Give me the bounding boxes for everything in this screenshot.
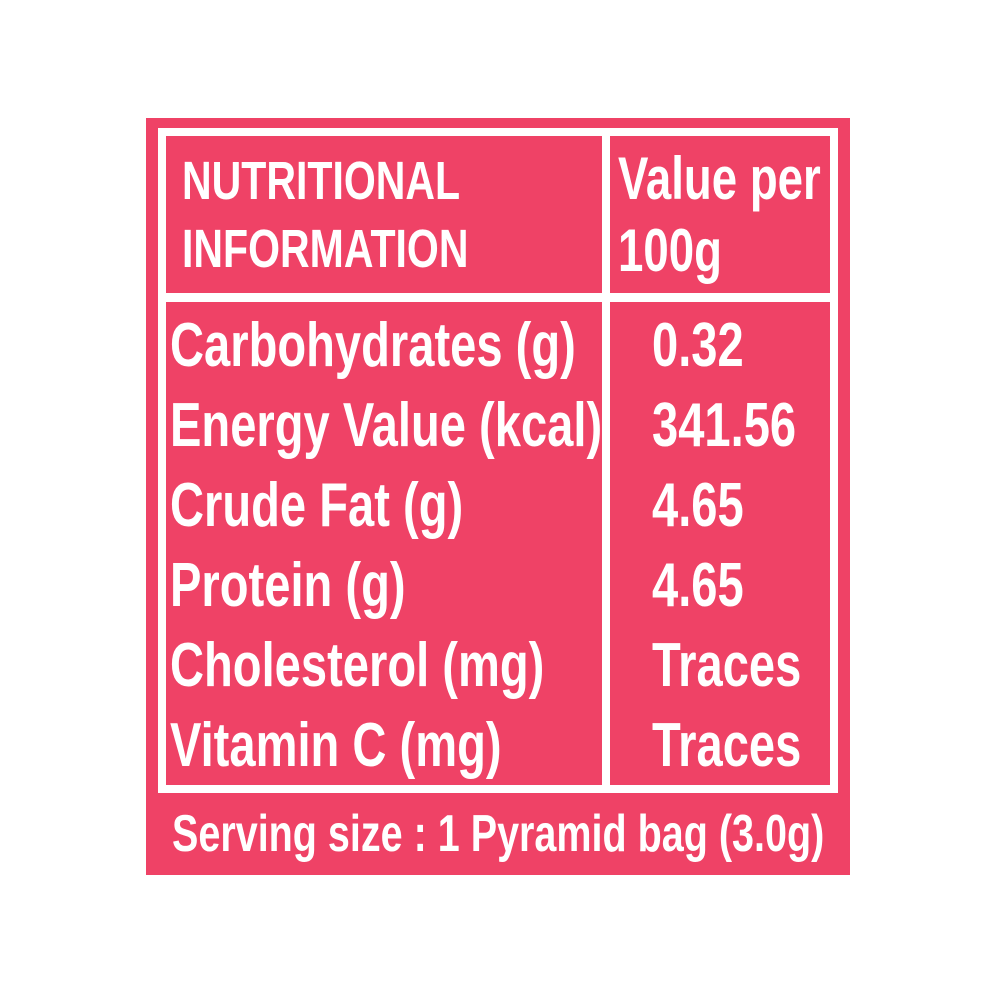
nutrient-label-carbohydrates: Carbohydrates (g) — [170, 311, 576, 380]
column-divider-line — [602, 128, 610, 793]
nutrient-label-crude-fat: Crude Fat (g) — [170, 471, 464, 540]
serving-size-text: Serving size : 1 Pyramid bag (3.0g) — [171, 805, 825, 863]
nutrient-value-carbohydrates: 0.32 — [652, 311, 744, 380]
table-title: NUTRITIONAL INFORMATION — [182, 140, 592, 290]
table-title-line2: INFORMATION — [182, 219, 469, 279]
nutrition-label-panel: NUTRITIONAL INFORMATION Value per 100g C… — [146, 118, 850, 875]
nutrient-label-cholesterol: Cholesterol (mg) — [170, 631, 545, 700]
nutrient-value-crude-fat: 4.65 — [652, 471, 744, 540]
nutrient-value-column: 0.32 341.56 4.65 4.65 Traces Traces — [652, 306, 832, 786]
nutrient-label-energy-value: Energy Value (kcal) — [170, 391, 603, 460]
nutrient-value-protein: 4.65 — [652, 551, 744, 620]
value-column-header-line1: Value per — [618, 145, 821, 212]
nutrient-value-vitamin-c: Traces — [652, 711, 802, 780]
table-outer-frame — [158, 128, 838, 793]
nutrient-label-vitamin-c: Vitamin C (mg) — [170, 711, 502, 780]
nutrient-name-column: Carbohydrates (g) Energy Value (kcal) Cr… — [170, 306, 603, 786]
nutrient-value-cholesterol: Traces — [652, 631, 802, 700]
value-column-header: Value per 100g — [618, 140, 832, 290]
header-divider-line — [158, 293, 838, 302]
serving-size-row: Serving size : 1 Pyramid bag (3.0g) — [146, 793, 850, 875]
value-column-header-line2: 100g — [618, 217, 722, 284]
table-title-line1: NUTRITIONAL — [182, 151, 461, 211]
nutrient-label-protein: Protein (g) — [170, 551, 406, 620]
nutrient-value-energy-value: 341.56 — [652, 391, 797, 460]
